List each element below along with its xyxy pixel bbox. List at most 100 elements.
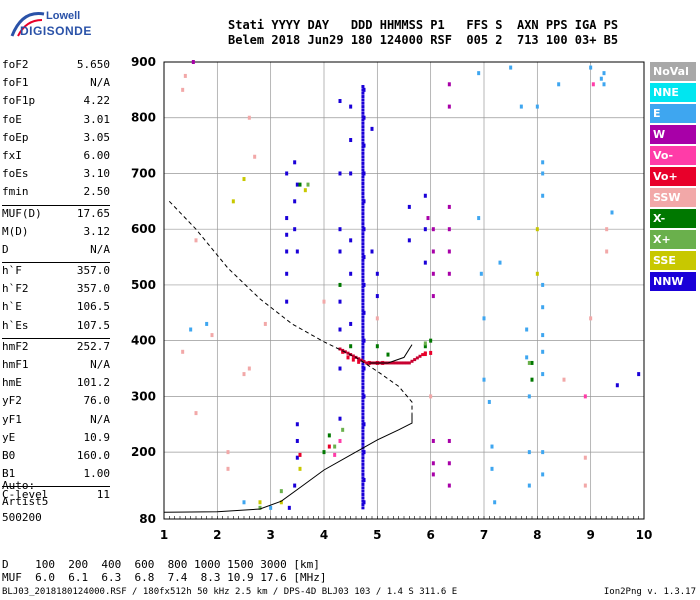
legend-item: X- <box>650 209 696 228</box>
param-name: foF2 <box>2 58 29 71</box>
echo-point <box>361 342 365 346</box>
echo-point <box>498 260 502 265</box>
echo-point <box>361 482 365 486</box>
echo-point <box>527 483 531 488</box>
echo-point <box>361 496 365 500</box>
echo-point <box>306 182 310 187</box>
param-name: foEs <box>2 167 29 181</box>
echo-point <box>349 104 353 109</box>
echo-point <box>399 361 403 365</box>
param-value: 1.00 <box>83 467 111 481</box>
echo-point <box>482 316 486 321</box>
echo-point <box>361 382 365 386</box>
echo-point <box>479 271 483 276</box>
param-name: yE <box>2 430 16 444</box>
param-name: hmE <box>2 376 22 390</box>
echo-point <box>583 483 587 488</box>
echo-point <box>361 315 365 319</box>
echo-point <box>361 131 365 135</box>
echo-point <box>361 171 365 175</box>
legend-item: Vo- <box>650 146 696 165</box>
echo-point <box>591 82 595 87</box>
echo-point <box>599 76 603 81</box>
echo-point <box>361 325 365 329</box>
echo-point <box>338 99 342 104</box>
echo-point <box>322 450 326 455</box>
param-value: N/A <box>90 76 110 90</box>
param-name: fxI <box>2 148 22 162</box>
echo-point <box>349 138 353 143</box>
echo-point <box>361 95 365 99</box>
echo-point <box>361 409 365 413</box>
echo-point <box>361 272 365 276</box>
echo-point <box>530 377 534 382</box>
echo-point <box>181 87 185 92</box>
param-row: MUF(D) 17.65 <box>2 207 110 225</box>
x-tick-label: 7 <box>480 528 488 542</box>
plot-frame <box>163 61 645 520</box>
echo-point <box>423 260 427 265</box>
echo-point <box>365 361 369 365</box>
echo-point <box>293 227 297 232</box>
param-row: M(D) 3.12 <box>2 225 110 243</box>
echo-point <box>361 255 365 259</box>
param-name: h`F <box>2 264 22 278</box>
profile-curve <box>369 344 413 364</box>
y-tick-label: 300 <box>131 389 156 403</box>
echo-point <box>447 227 451 232</box>
echo-point <box>431 249 435 254</box>
echo-point <box>527 360 531 365</box>
x-tick-label: 2 <box>213 528 221 542</box>
logo-digisonde: DIGISONDE <box>20 24 92 38</box>
echo-point <box>361 396 365 400</box>
param-row: h`E 106.5 <box>2 300 110 318</box>
echo-point <box>405 361 409 365</box>
echo-point <box>361 165 365 169</box>
echo-point <box>361 88 365 92</box>
file-info: BLJ03_2018180124000.RSF / 180fx512h 50 k… <box>2 587 458 597</box>
echo-point <box>402 361 406 365</box>
echo-point <box>285 299 289 304</box>
param-separator <box>2 486 110 488</box>
echo-point <box>535 227 539 232</box>
echo-point <box>602 82 606 87</box>
param-row: B0 160.0 <box>2 449 110 467</box>
echo-point <box>258 500 262 505</box>
param-value: 106.5 <box>76 300 110 314</box>
echo-point <box>361 329 365 333</box>
echo-point <box>361 258 365 262</box>
echo-point <box>242 177 246 182</box>
param-name: yF2 <box>2 394 22 408</box>
echo-point <box>298 452 302 457</box>
echo-point <box>541 372 545 377</box>
echo-point <box>605 249 609 254</box>
echo-point <box>361 456 365 460</box>
muf-table: D 100 200 400 600 800 1000 1500 3000 [km… <box>2 558 327 584</box>
param-name: h`Es <box>2 318 29 332</box>
echo-point <box>361 248 365 252</box>
param-value: N/A <box>90 412 110 426</box>
param-row: foF1 N/A <box>2 76 110 94</box>
x-tick-label: 8 <box>533 528 541 542</box>
echo-point <box>527 450 531 455</box>
x-tick-label: 4 <box>320 528 328 542</box>
header-values: Belem 2018 Jun29 180 124000 RSF 005 2 71… <box>228 33 619 47</box>
echo-point <box>298 466 302 471</box>
echo-point <box>361 412 365 416</box>
echo-point <box>361 188 365 192</box>
y-tick-label: 800 <box>131 111 156 125</box>
param-name: h`E <box>2 300 22 314</box>
echo-point <box>361 155 365 159</box>
x-tick-label: 6 <box>426 528 434 542</box>
echo-point <box>357 357 361 361</box>
echo-point <box>295 422 299 427</box>
echo-point <box>589 65 593 70</box>
echo-point <box>361 105 365 109</box>
echo-point <box>361 486 365 490</box>
param-value: 252.7 <box>76 339 110 353</box>
param-value: 160.0 <box>76 448 110 462</box>
echo-point <box>407 361 411 365</box>
profile-curve <box>163 413 413 513</box>
echo-point <box>295 438 299 443</box>
echo-point <box>361 422 365 426</box>
